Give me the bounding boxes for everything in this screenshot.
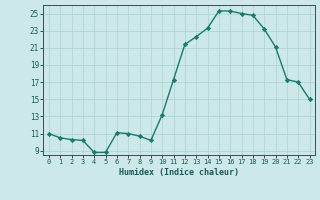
- X-axis label: Humidex (Indice chaleur): Humidex (Indice chaleur): [119, 168, 239, 177]
